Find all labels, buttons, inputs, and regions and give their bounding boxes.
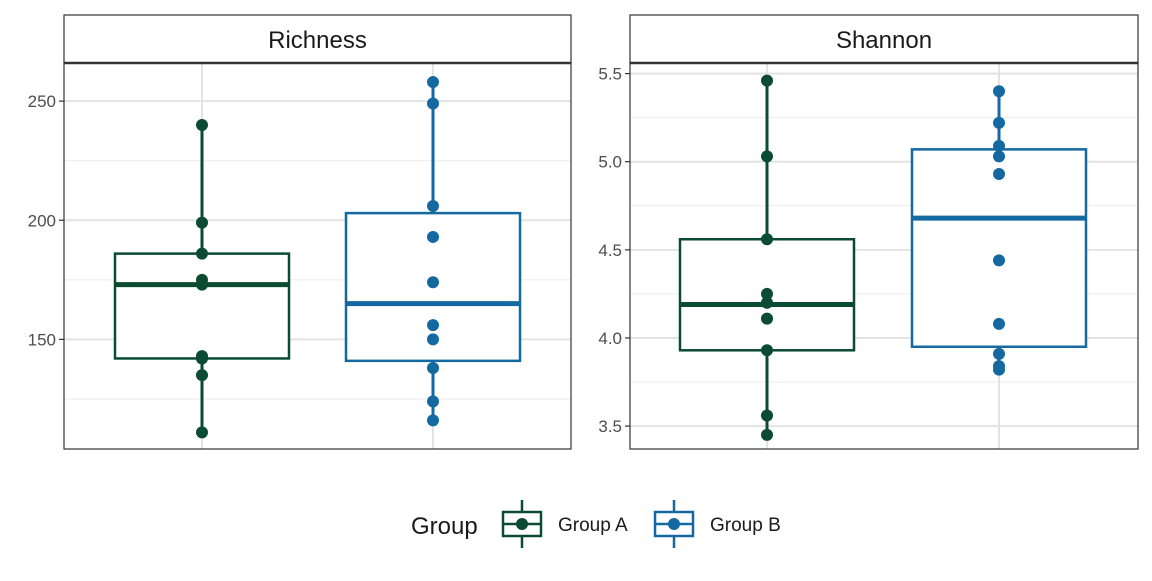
data-point [196,369,208,382]
data-point [993,317,1005,330]
data-point [196,247,208,260]
box-group-1 [678,74,856,441]
data-point [761,344,773,357]
legend-title: Group [411,513,478,540]
data-point [196,118,208,131]
data-point [993,254,1005,267]
y-tick-label: 3.5 [598,417,622,436]
box-group-2 [344,76,522,427]
legend-item-1: Group A [501,500,628,548]
facet-title: Shannon [836,27,932,54]
data-point [993,347,1005,360]
box-group-1 [113,118,291,439]
data-point [993,168,1005,181]
box [910,148,1088,349]
data-point [993,363,1005,376]
legend-item-2: Group B [653,500,781,548]
legend: Group Group A Group B [411,500,781,548]
data-point [196,426,208,439]
data-point [427,230,439,243]
data-point [427,414,439,427]
y-tick-label: 150 [28,330,56,349]
y-tick-label: 200 [28,211,56,230]
data-point [993,139,1005,152]
data-point [761,74,773,87]
data-point [761,233,773,246]
data-point [427,76,439,89]
data-point [993,116,1005,129]
legend-key-point [516,518,528,530]
data-point [196,216,208,229]
y-tick-label: 5.0 [598,153,622,172]
data-point [761,428,773,441]
data-point [993,150,1005,163]
data-point [196,278,208,291]
y-tick-label: 4.5 [598,241,622,260]
data-point [761,150,773,163]
data-point [427,319,439,332]
facet-title: Richness [268,27,367,54]
data-point [427,276,439,289]
data-point [993,85,1005,98]
facet-strip [63,14,572,64]
data-point [427,97,439,110]
data-point [427,395,439,408]
data-point [761,296,773,309]
y-tick-label: 5.5 [598,65,622,84]
data-point [761,312,773,325]
y-tick-label: 4.0 [598,329,622,348]
data-point [761,287,773,300]
legend-label: Group B [710,515,781,536]
box-group-2 [910,85,1088,376]
panel-1: 150 200 250 Richness [28,14,572,450]
data-point [427,199,439,212]
panel-2: 3.5 4.0 4.5 5.0 5.5 Shannon [598,14,1139,450]
data-point [196,352,208,365]
y-tick-label: 250 [28,92,56,111]
data-point [761,409,773,422]
data-point [427,333,439,346]
legend-key-point [668,518,680,530]
box [113,252,291,360]
data-point [427,361,439,374]
legend-label: Group A [558,515,628,536]
